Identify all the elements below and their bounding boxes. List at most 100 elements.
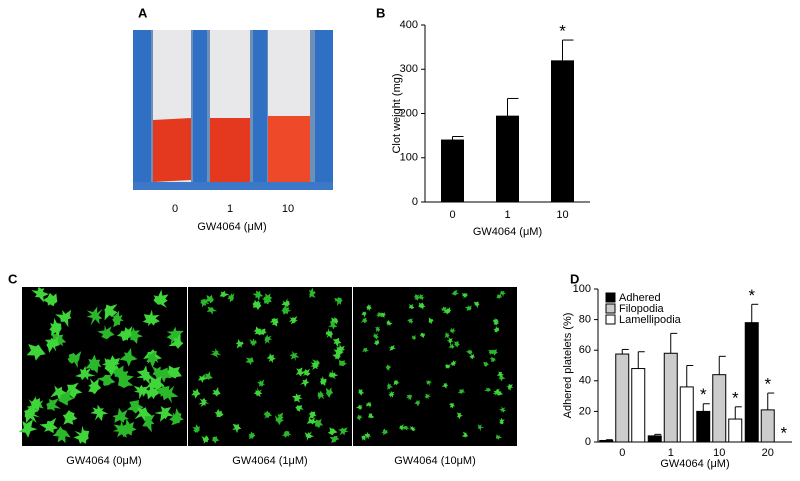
platelet [406, 394, 413, 401]
platelet [136, 365, 154, 385]
platelet [445, 337, 453, 345]
platelet [473, 301, 480, 309]
platelet [356, 414, 362, 422]
significance-mark: * [559, 22, 566, 41]
platelet [281, 430, 292, 438]
platelet [465, 305, 472, 311]
platelet [385, 364, 391, 371]
platelet [24, 405, 41, 424]
bar [441, 139, 464, 203]
platelet [328, 369, 339, 380]
platelet [133, 384, 152, 400]
platelet [197, 373, 208, 383]
platelet [249, 338, 257, 346]
platelet [420, 332, 426, 339]
x-axis-label: GW4064 (μM) [473, 226, 542, 238]
platelet [142, 383, 159, 400]
platelet [73, 425, 90, 444]
bar [663, 352, 678, 443]
platelet [227, 293, 235, 303]
y-tick-label: 0 [412, 196, 418, 208]
platelet [52, 426, 71, 444]
platelet [402, 425, 410, 431]
platelet [259, 328, 267, 336]
platelet [468, 354, 475, 360]
platelet [248, 431, 256, 440]
platelet [441, 306, 447, 312]
platelet [88, 378, 102, 395]
panel-letter: D [570, 271, 579, 286]
platelet [466, 349, 473, 355]
platelet [166, 326, 184, 345]
platelet [55, 309, 72, 328]
platelet [235, 339, 244, 349]
y-tick-label: 300 [400, 63, 418, 75]
platelet [18, 419, 38, 438]
y-tick-label: 100 [400, 152, 418, 164]
platelet [484, 387, 492, 393]
platelet [154, 406, 175, 422]
platelet [361, 317, 368, 324]
platelet [201, 435, 209, 444]
platelet [448, 343, 455, 349]
platelet [295, 367, 305, 377]
bar [631, 368, 646, 443]
platelet [499, 375, 506, 382]
image-caption: GW4064 (0μM) [66, 455, 141, 467]
platelet [288, 316, 298, 325]
bar [615, 353, 630, 443]
platelet [362, 347, 370, 353]
platelet [214, 409, 224, 418]
platelet [163, 365, 182, 379]
bar [728, 418, 743, 443]
platelet [146, 350, 159, 368]
platelet [327, 427, 338, 436]
bar [744, 322, 759, 443]
x-tick-label: 20 [762, 447, 774, 459]
x-tick-label: 10 [282, 203, 294, 215]
platelet [252, 299, 262, 308]
platelet [153, 289, 169, 308]
rack-bar [133, 30, 151, 190]
platelet [330, 316, 339, 326]
platelet [393, 380, 400, 386]
platelet [304, 431, 314, 442]
platelet [134, 407, 153, 422]
platelet [308, 411, 317, 419]
platelet [360, 434, 367, 441]
platelet [328, 321, 338, 330]
legend-label: Adhered [619, 292, 661, 304]
platelet [200, 298, 210, 308]
platelet [308, 287, 316, 299]
platelet [281, 306, 292, 315]
significance-mark: * [732, 388, 739, 407]
platelet [112, 407, 129, 423]
platelet [119, 347, 138, 367]
y-axis-label: Clot weight (mg) [391, 73, 403, 153]
platelet [97, 324, 115, 340]
x-tick-label: 1 [227, 203, 233, 215]
x-tick-label: 10 [556, 209, 568, 221]
platelet [367, 413, 375, 419]
significance-mark: * [748, 286, 755, 305]
bar [647, 435, 662, 443]
platelet [355, 404, 363, 410]
platelet [192, 424, 200, 433]
platelet [449, 403, 456, 409]
platelet [364, 431, 371, 440]
significance-mark: * [700, 385, 707, 404]
platelet [428, 317, 434, 325]
platelet [245, 357, 254, 366]
platelet [253, 386, 263, 397]
platelet [499, 406, 506, 413]
y-tick-label: 20 [579, 405, 591, 417]
platelet [104, 357, 119, 377]
platelet [281, 298, 290, 308]
platelet [441, 382, 448, 389]
x-tick-label: 1 [668, 447, 674, 459]
platelet [450, 360, 457, 367]
platelet [492, 317, 499, 324]
platelet [494, 388, 501, 394]
platelet [277, 412, 284, 422]
platelet [506, 383, 514, 391]
